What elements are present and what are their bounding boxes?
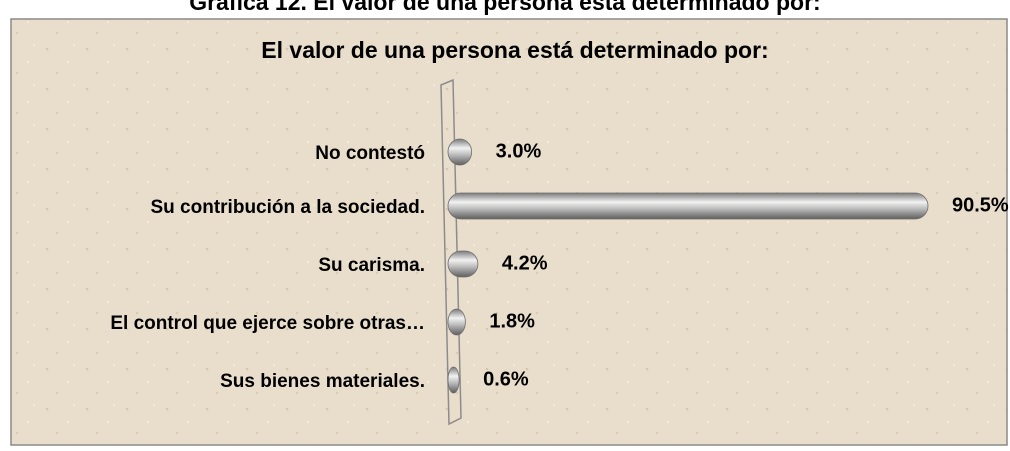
caption: Gráfica 12. El valor de una persona está… bbox=[189, 0, 820, 15]
base-wall bbox=[440, 78, 462, 426]
category-label: Sus bienes materiales. bbox=[220, 371, 425, 392]
value-label: 3.0% bbox=[496, 140, 542, 162]
bar bbox=[447, 192, 929, 220]
value-label: 0.6% bbox=[483, 368, 529, 390]
category-label: El control que ejerce sobre otras… bbox=[110, 313, 425, 334]
bar bbox=[447, 308, 466, 336]
bar bbox=[447, 366, 460, 394]
value-label: 90.5% bbox=[952, 194, 1009, 216]
bar bbox=[447, 250, 479, 278]
chart-title: El valor de una persona está determinado… bbox=[261, 37, 768, 63]
bar bbox=[447, 138, 473, 166]
value-label: 4.2% bbox=[502, 252, 548, 274]
category-label: Su contribución a la sociedad. bbox=[151, 197, 426, 218]
chart-panel bbox=[10, 18, 1008, 446]
value-label: 1.8% bbox=[489, 310, 535, 332]
category-label: No contestó bbox=[315, 143, 425, 164]
category-label: Su carisma. bbox=[318, 255, 425, 276]
